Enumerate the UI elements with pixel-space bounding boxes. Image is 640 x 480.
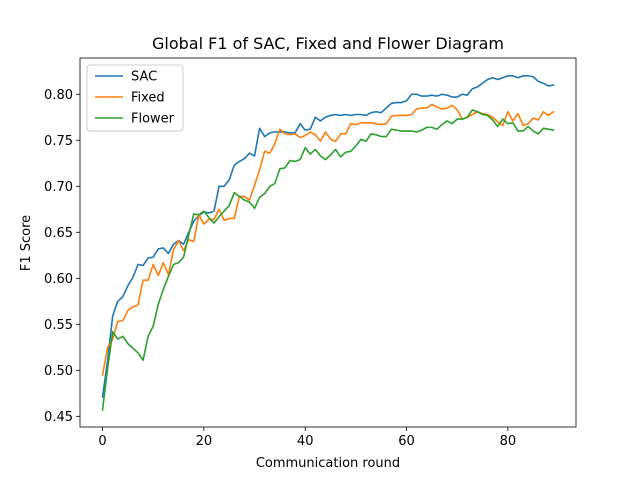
x-tick-label: 60 xyxy=(398,434,415,449)
x-tick-label: 40 xyxy=(297,434,314,449)
legend: SAC Fixed Flower xyxy=(86,64,184,132)
legend-box xyxy=(86,64,184,132)
legend-label-flower: Flower xyxy=(131,112,175,127)
legend-label-sac: SAC xyxy=(131,70,157,85)
chart-title: Global F1 of SAC, Fixed and Flower Diagr… xyxy=(152,34,504,53)
y-tick-label: 0.55 xyxy=(44,318,73,333)
y-tick-label: 0.45 xyxy=(44,410,73,425)
y-tick-label: 0.80 xyxy=(44,88,73,103)
y-tick-label: 0.60 xyxy=(44,272,73,287)
x-tick-label: 20 xyxy=(196,434,213,449)
y-tick-label: 0.50 xyxy=(44,364,73,379)
x-axis-label: Communication round xyxy=(256,456,400,471)
y-axis-label: F1 Score xyxy=(19,215,34,271)
y-tick-label: 0.70 xyxy=(44,180,73,195)
x-tick-label: 80 xyxy=(500,434,517,449)
x-tick-label: 0 xyxy=(98,434,106,449)
axes-frame xyxy=(79,57,577,428)
series-line-flower xyxy=(101,109,555,411)
legend-label-fixed: Fixed xyxy=(131,91,165,106)
y-tick-label: 0.75 xyxy=(44,134,73,149)
y-tick-label: 0.65 xyxy=(44,226,73,241)
plot-area: 0 20 40 60 80 0.45 0.50 0.55 0.60 0.65 0.70 0.75 0.8… xyxy=(44,57,577,449)
